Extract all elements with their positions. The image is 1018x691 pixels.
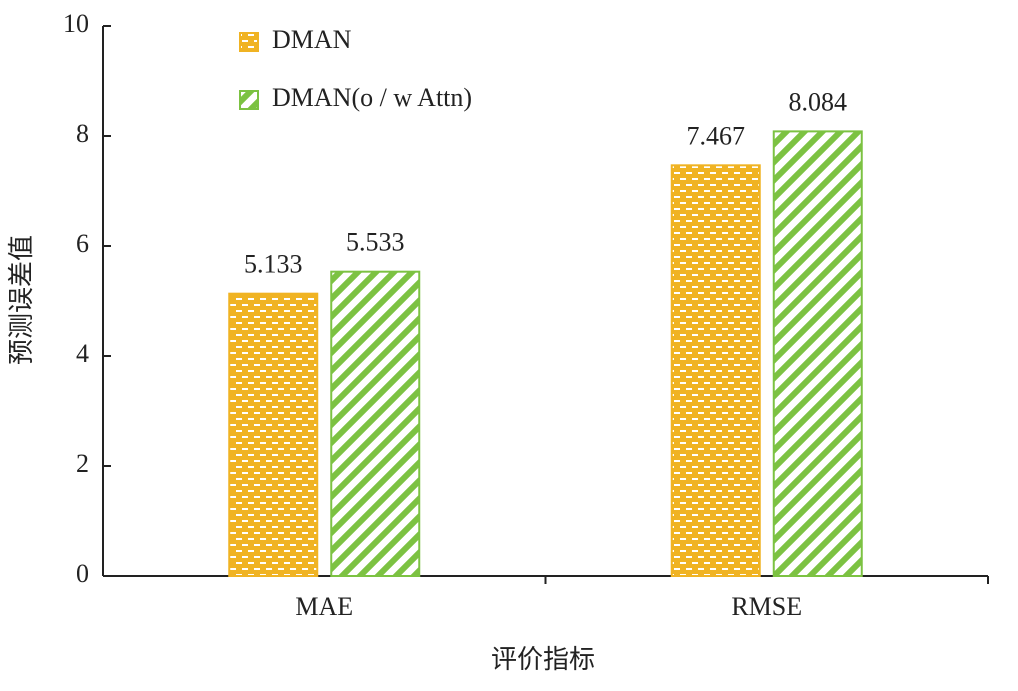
bar: [330, 270, 421, 577]
data-label: 7.467: [687, 121, 746, 150]
bar: [228, 292, 319, 577]
bar: [772, 130, 863, 577]
y-tick-label: 10: [63, 9, 89, 38]
data-label: 5.533: [346, 228, 405, 257]
x-tick-label: RMSE: [731, 592, 802, 621]
y-tick-label: 4: [76, 339, 89, 368]
x-tick-label: MAE: [295, 592, 353, 621]
data-label: 8.084: [789, 87, 848, 116]
legend-swatch: [239, 32, 259, 52]
bar: [670, 164, 761, 577]
y-tick-label: 6: [76, 229, 89, 258]
y-axis-label: 预测误差值: [7, 235, 36, 365]
legend-label: DMAN: [272, 25, 352, 54]
legend-swatch: [239, 90, 259, 110]
y-tick-label: 8: [76, 119, 89, 148]
y-tick-label: 2: [76, 449, 89, 478]
y-tick-label: 0: [76, 559, 89, 588]
data-label: 5.133: [244, 250, 303, 279]
legend-label: DMAN(o / w Attn): [272, 83, 472, 112]
x-axis-label: 评价指标: [491, 645, 595, 674]
